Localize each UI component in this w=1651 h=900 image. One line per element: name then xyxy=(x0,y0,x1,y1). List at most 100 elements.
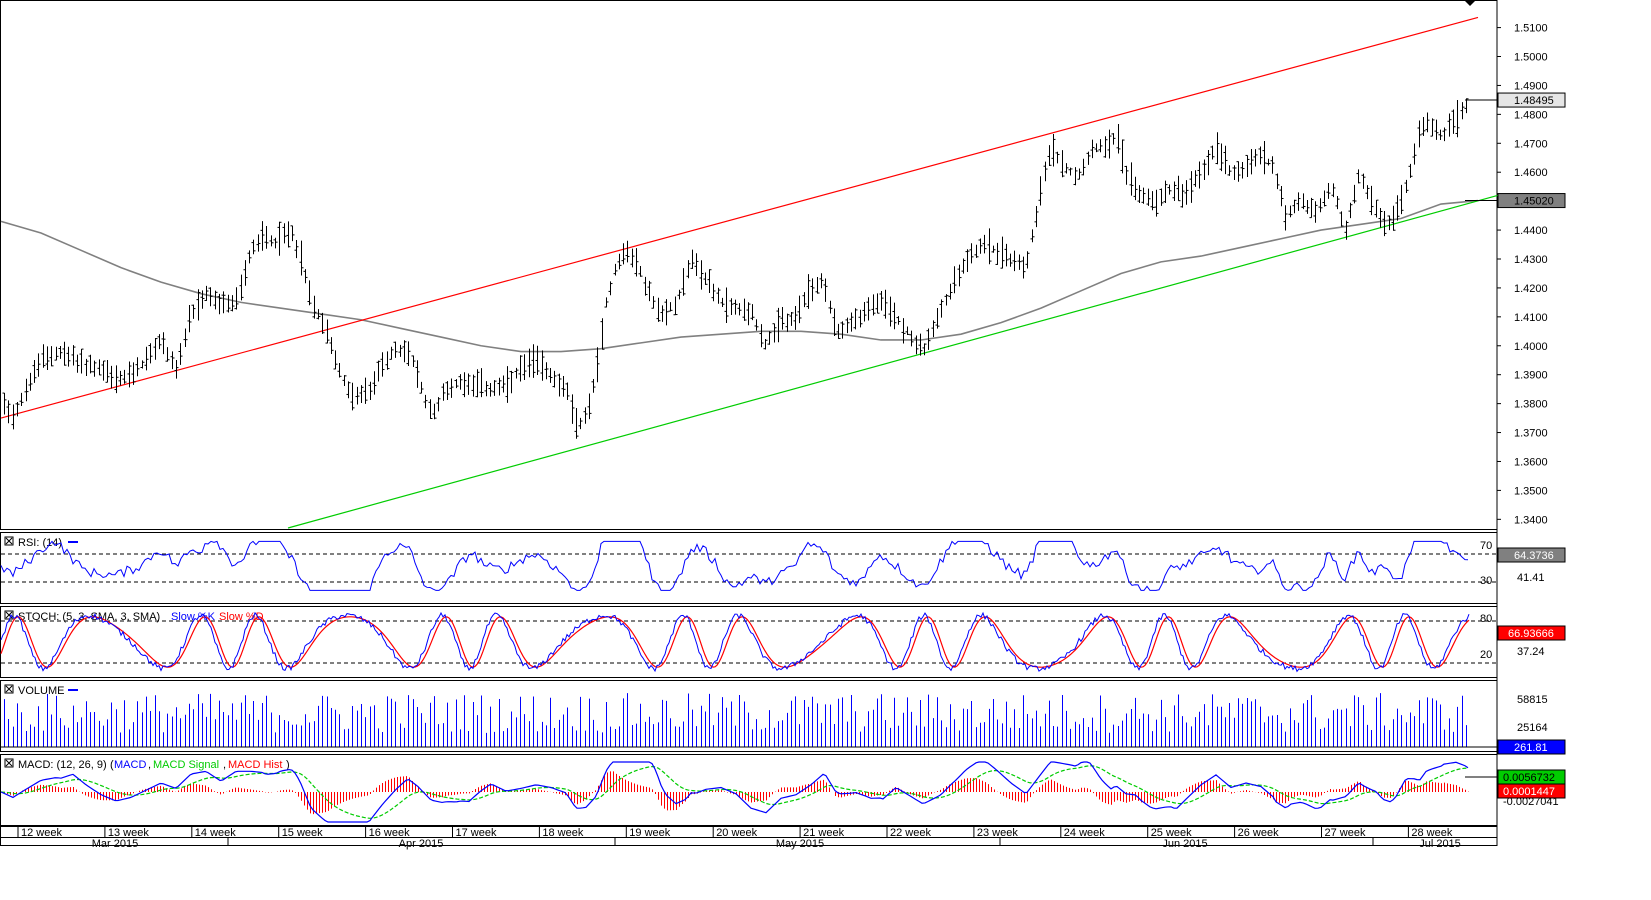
ohlc-bar xyxy=(402,340,407,363)
ohlc-bar xyxy=(583,407,588,424)
ohlc-bar xyxy=(1146,188,1151,206)
ohlc-bar xyxy=(1189,171,1194,203)
stoch-value-box xyxy=(1497,625,1566,641)
y-tick-label: 1.4700 xyxy=(1514,138,1548,150)
ohlc-bar xyxy=(879,290,884,311)
ohlc-bar xyxy=(359,385,364,404)
ohlc-bar xyxy=(651,296,656,309)
ohlc-bar xyxy=(122,369,127,384)
ohlc-bar xyxy=(828,300,833,314)
volume-value-box xyxy=(1497,739,1566,755)
ohlc-bar xyxy=(239,274,244,301)
ohlc-bar xyxy=(668,302,673,312)
price-panel: 1.5100 1.5000 1.4900 1.4800 1.4700 1.4600 1.44… xyxy=(0,0,1566,529)
ohlc-bar xyxy=(1404,179,1409,193)
ohlc-bar xyxy=(703,272,708,285)
ohlc-bar xyxy=(883,289,888,319)
ohlc-bar xyxy=(196,289,201,321)
ohlc-bar xyxy=(561,375,566,397)
ohlc-bar xyxy=(797,295,802,324)
ohlc-bar xyxy=(501,375,506,393)
ohlc-bar xyxy=(720,297,725,308)
ohlc-bar xyxy=(1103,136,1108,158)
ohlc-bar xyxy=(342,375,347,387)
ohlc-bar xyxy=(1184,180,1189,205)
panel-frame xyxy=(0,606,1498,678)
ohlc-bar xyxy=(415,360,420,388)
ohlc-bar xyxy=(445,381,450,400)
ohlc-bar xyxy=(759,324,764,348)
month-label: Mar 2015 xyxy=(92,838,138,850)
ohlc-bar xyxy=(1434,119,1439,140)
rsi-level-30-label: 30 xyxy=(1480,575,1492,587)
ohlc-bar xyxy=(243,260,248,286)
stoch-level-80-label: 80 xyxy=(1480,613,1492,625)
week-label: 13 week xyxy=(108,827,149,839)
ohlc-bar xyxy=(208,287,213,307)
ohlc-bar xyxy=(1399,184,1404,215)
time-axis: 12 week 13 week 14 week 15 week 16 week 17 we… xyxy=(0,826,1498,850)
ohlc-bar xyxy=(544,362,549,380)
ohlc-bar xyxy=(389,346,394,360)
ohlc-bar xyxy=(97,359,102,376)
ohlc-bar xyxy=(316,309,321,320)
ohlc-bar xyxy=(101,360,106,381)
ohlc-bar xyxy=(28,372,33,391)
ohlc-bar xyxy=(776,307,781,343)
ohlc-bar xyxy=(1339,211,1344,227)
ohlc-bar xyxy=(1068,167,1073,176)
ohlc-bar xyxy=(393,341,398,358)
ohlc-bar xyxy=(1348,202,1353,219)
rsi-current-label: 64.3736 xyxy=(1514,550,1554,562)
ohlc-bar xyxy=(939,299,944,318)
ohlc-bar xyxy=(1219,143,1224,172)
ohlc-bar xyxy=(251,239,256,255)
ohlc-bar xyxy=(492,380,497,396)
ohlc-bar xyxy=(961,258,966,274)
ohlc-bar xyxy=(1352,184,1357,204)
stoch-current-label: 66.93666 xyxy=(1508,628,1554,640)
ohlc-bar xyxy=(105,360,110,383)
ohlc-bar xyxy=(969,243,974,264)
ohlc-bar xyxy=(987,228,992,265)
week-label: 14 week xyxy=(195,827,236,839)
ohlc-bar xyxy=(737,303,742,316)
ohlc-bar xyxy=(1322,190,1327,207)
ohlc-bar xyxy=(385,351,390,370)
ohlc-bar xyxy=(462,372,467,398)
macd-signal-box xyxy=(1497,783,1566,799)
ohlc-bar xyxy=(411,355,416,367)
ohlc-bar xyxy=(505,366,510,403)
ohlc-bar xyxy=(479,368,484,398)
ohlc-bar xyxy=(1180,184,1185,208)
ohlc-bar xyxy=(724,287,729,323)
stoch-close-icon-x xyxy=(5,611,13,619)
week-label: 28 week xyxy=(1411,827,1452,839)
y-tick-label: 1.3800 xyxy=(1514,399,1548,411)
ohlc-bar xyxy=(174,359,179,379)
time-axis-frame xyxy=(0,826,1498,846)
ohlc-bar xyxy=(372,371,377,395)
ohlc-bar xyxy=(11,404,16,430)
ohlc-bar xyxy=(789,312,794,326)
ohlc-bar xyxy=(1116,123,1121,154)
ohlc-bar xyxy=(664,299,669,326)
ohlc-bar xyxy=(540,350,545,381)
ohlc-bar xyxy=(578,417,583,430)
ohlc-bar xyxy=(1202,159,1207,180)
ma-price-box xyxy=(1497,193,1566,209)
ohlc-bar xyxy=(1447,113,1452,137)
ohlc-bar xyxy=(1111,133,1116,145)
ohlc-bar xyxy=(991,245,996,253)
ohlc-bar xyxy=(957,264,962,287)
volume-label-mid: 25164 xyxy=(1517,722,1548,734)
y-tick-label: 1.4200 xyxy=(1514,283,1548,295)
rsi-panel: RSI: (14) 70 30 41.41 64.3736 xyxy=(0,536,1566,591)
y-tick-label: 1.4600 xyxy=(1514,167,1548,179)
ohlc-bar xyxy=(978,238,983,254)
ohlc-bar xyxy=(742,298,747,321)
ohlc-bar xyxy=(871,294,876,316)
ohlc-bar xyxy=(1206,150,1211,176)
week-label: 25 week xyxy=(1151,827,1192,839)
ohlc-bar xyxy=(1455,99,1460,138)
